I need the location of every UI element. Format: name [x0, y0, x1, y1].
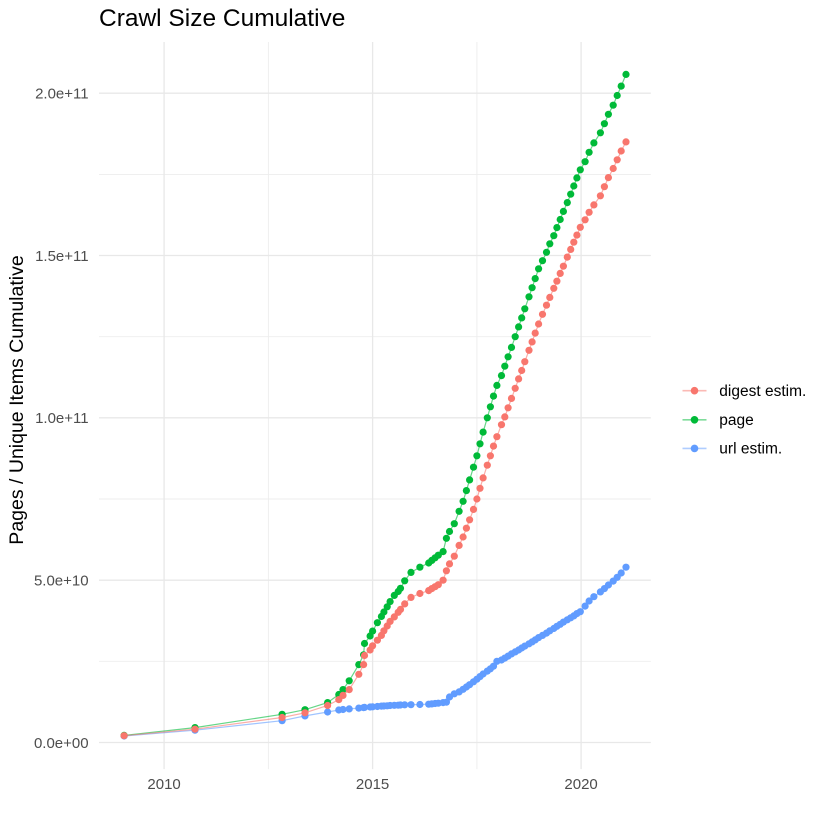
svg-text:1.5e+11: 1.5e+11: [35, 248, 89, 265]
svg-text:Pages / Unique Items Cumulativ: Pages / Unique Items Cumulative: [6, 255, 28, 544]
svg-text:2.0e+11: 2.0e+11: [35, 86, 89, 103]
svg-text:5.0e+10: 5.0e+10: [34, 573, 89, 590]
svg-text:digest estim.: digest estim.: [719, 383, 806, 400]
svg-text:Crawl Size Cumulative: Crawl Size Cumulative: [99, 5, 345, 32]
svg-text:url estim.: url estim.: [719, 441, 782, 458]
svg-text:1.0e+11: 1.0e+11: [35, 410, 89, 427]
svg-text:2015: 2015: [356, 776, 389, 793]
svg-text:2020: 2020: [564, 776, 597, 793]
svg-text:0.0e+00: 0.0e+00: [34, 735, 89, 752]
svg-text:2010: 2010: [147, 776, 180, 793]
svg-text:page: page: [719, 412, 753, 429]
